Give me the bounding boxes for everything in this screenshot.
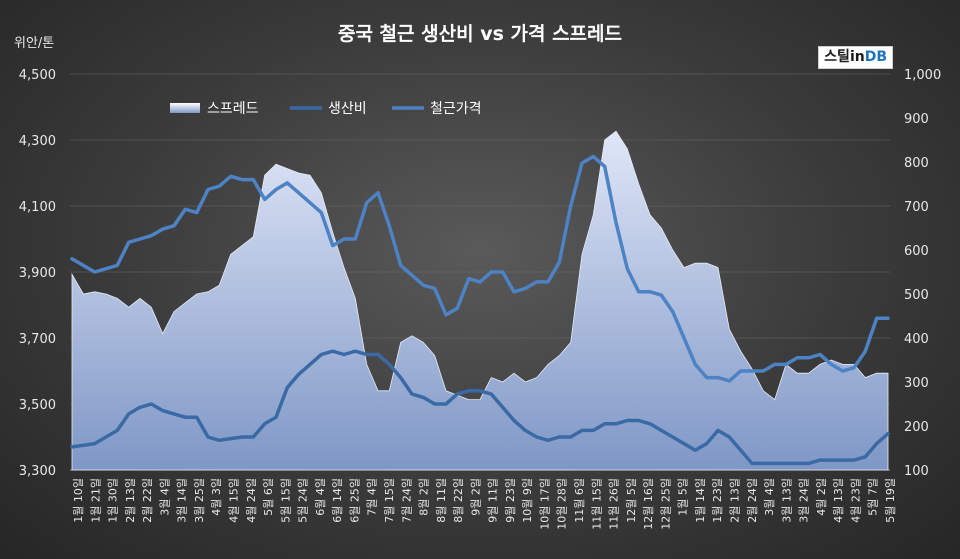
x-axis-tick-label: 5월 24일 xyxy=(296,478,310,523)
legend-label-price: 철근가격 xyxy=(430,101,482,117)
left-axis-tick-label: 3,500 xyxy=(19,398,56,413)
brand-text-2: in xyxy=(849,49,865,65)
x-axis-tick-label: 11월 26일 xyxy=(607,478,621,530)
x-axis-tick-label: 2월 13일 xyxy=(123,478,137,523)
spread-area xyxy=(71,130,889,471)
x-axis-tick-label: 7월 15일 xyxy=(382,478,396,523)
x-axis-tick-label: 9월 11일 xyxy=(486,478,500,523)
x-axis-tick-label: 4월 2일 xyxy=(814,478,828,516)
x-axis-tick-label: 1월 5일 xyxy=(676,478,690,516)
x-axis-tick-label: 5월 7일 xyxy=(866,478,880,516)
x-axis-tick-label: 3월 4일 xyxy=(157,478,171,516)
x-axis-tick-label: 1월 23일 xyxy=(710,478,724,523)
left-axis-tick-label: 3,900 xyxy=(19,266,56,281)
x-axis-tick-label: 5월 15일 xyxy=(278,478,292,523)
x-axis-tick-label: 4월 3일 xyxy=(209,478,223,516)
brand-text-3: DB xyxy=(864,49,887,65)
x-axis-tick-label: 6월 25일 xyxy=(347,478,361,523)
right-axis-tick-label: 600 xyxy=(904,244,929,259)
x-axis-tick-label: 6월 4일 xyxy=(313,478,327,516)
right-axis-tick-label: 1,000 xyxy=(904,68,941,83)
brand-text-1: 스틸 xyxy=(824,49,850,65)
price-line xyxy=(70,154,890,383)
x-axis-tick-label: 4월 24일 xyxy=(244,478,258,523)
right-axis-tick-label: 900 xyxy=(904,112,929,127)
x-axis-tick-label: 5월 19일 xyxy=(883,478,897,523)
x-axis-tick-label: 2월 22일 xyxy=(140,478,154,523)
x-axis-tick-label: 3월 13일 xyxy=(779,478,793,523)
x-axis-tick-label: 12월 5일 xyxy=(624,478,638,523)
x-axis-tick-label: 1월 21일 xyxy=(88,478,102,523)
x-axis-tick-label: 12월 16일 xyxy=(641,478,655,530)
spread-area-layer xyxy=(71,130,889,471)
x-axis-tick-label: 3월 24일 xyxy=(797,478,811,523)
x-axis-tick-label: 12월 25일 xyxy=(658,478,672,530)
right-axis-tick-label: 500 xyxy=(904,288,929,303)
legend-label-spread: 스프레드 xyxy=(207,101,259,117)
x-axis-ticks: 1월 10일 1월 21일 1월 30일 2월 13일 2월 22일 3월 4일 3월 14… xyxy=(71,478,897,530)
right-axis-tick-label: 800 xyxy=(904,156,929,171)
brand-logo: 스틸inDB xyxy=(818,46,893,69)
x-axis-tick-label: 1월 30일 xyxy=(106,478,120,523)
legend-item-spread: 스프레드 xyxy=(170,101,259,117)
x-axis-tick-label: 8월 2일 xyxy=(417,478,431,516)
x-axis-tick-label: 3월 4일 xyxy=(762,478,776,516)
legend-item-cost: 생산비 xyxy=(290,101,367,117)
x-axis-tick-label: 11월 15일 xyxy=(589,478,603,530)
x-axis-tick-label: 1월 14일 xyxy=(693,478,707,523)
x-axis-tick-label: 4월 23일 xyxy=(848,478,862,523)
line-layer xyxy=(70,154,890,466)
right-axis-tick-label: 400 xyxy=(904,332,929,347)
left-axis-tick-label: 4,500 xyxy=(19,68,56,83)
x-axis-tick-label: 5월 6일 xyxy=(261,478,275,516)
right-axis-ticks: 100 200 300 400 500 600 700 800 900 1,000 xyxy=(904,68,941,479)
legend-item-price: 철근가격 xyxy=(392,101,482,117)
left-axis-tick-label: 3,300 xyxy=(19,464,56,479)
legend-swatch-spread xyxy=(170,103,200,113)
x-axis-tick-label: 2월 13일 xyxy=(728,478,742,523)
chart-title: 중국 철근 생산비 vs 가격 스프레드 xyxy=(338,23,622,45)
x-axis-tick-label: 10월 28일 xyxy=(555,478,569,530)
right-axis-tick-label: 700 xyxy=(904,200,929,215)
x-axis-tick-label: 3월 25일 xyxy=(192,478,206,523)
x-axis-tick-label: 2월 24일 xyxy=(745,478,759,523)
x-axis-tick-label: 1월 10일 xyxy=(71,478,85,523)
right-axis-tick-label: 300 xyxy=(904,376,929,391)
left-axis-ticks: 3,300 3,500 3,700 3,900 4,100 4,300 4,500 xyxy=(19,68,56,479)
x-axis-tick-label: 11월 6일 xyxy=(572,478,586,523)
x-axis-tick-label: 9월 23일 xyxy=(503,478,517,523)
x-axis-tick-label: 9월 2일 xyxy=(468,478,482,516)
x-axis-tick-label: 6월 14일 xyxy=(330,478,344,523)
x-axis-tick-label: 7월 24일 xyxy=(399,478,413,523)
right-axis-tick-label: 200 xyxy=(904,420,929,435)
x-axis-tick-label: 10월 9일 xyxy=(520,478,534,523)
x-axis-tick-label: 4월 13일 xyxy=(831,478,845,523)
x-axis-tick-label: 4월 15일 xyxy=(227,478,241,523)
legend: 스프레드 생산비 철근가격 xyxy=(170,101,482,117)
x-axis-tick-label: 10월 17일 xyxy=(538,478,552,530)
legend-label-cost: 생산비 xyxy=(328,101,367,117)
x-axis-tick-label: 7월 4일 xyxy=(365,478,379,516)
left-axis-unit: 위안/톤 xyxy=(14,36,54,51)
x-axis-tick-label: 8월 11일 xyxy=(434,478,448,523)
x-axis-tick-label: 8월 22일 xyxy=(451,478,465,523)
right-axis-tick-label: 100 xyxy=(904,464,929,479)
left-axis-tick-label: 3,700 xyxy=(19,332,56,347)
cost-line xyxy=(70,349,890,466)
x-axis-tick-label: 3월 14일 xyxy=(175,478,189,523)
left-axis-tick-label: 4,300 xyxy=(19,134,56,149)
left-axis-tick-label: 4,100 xyxy=(19,200,56,215)
